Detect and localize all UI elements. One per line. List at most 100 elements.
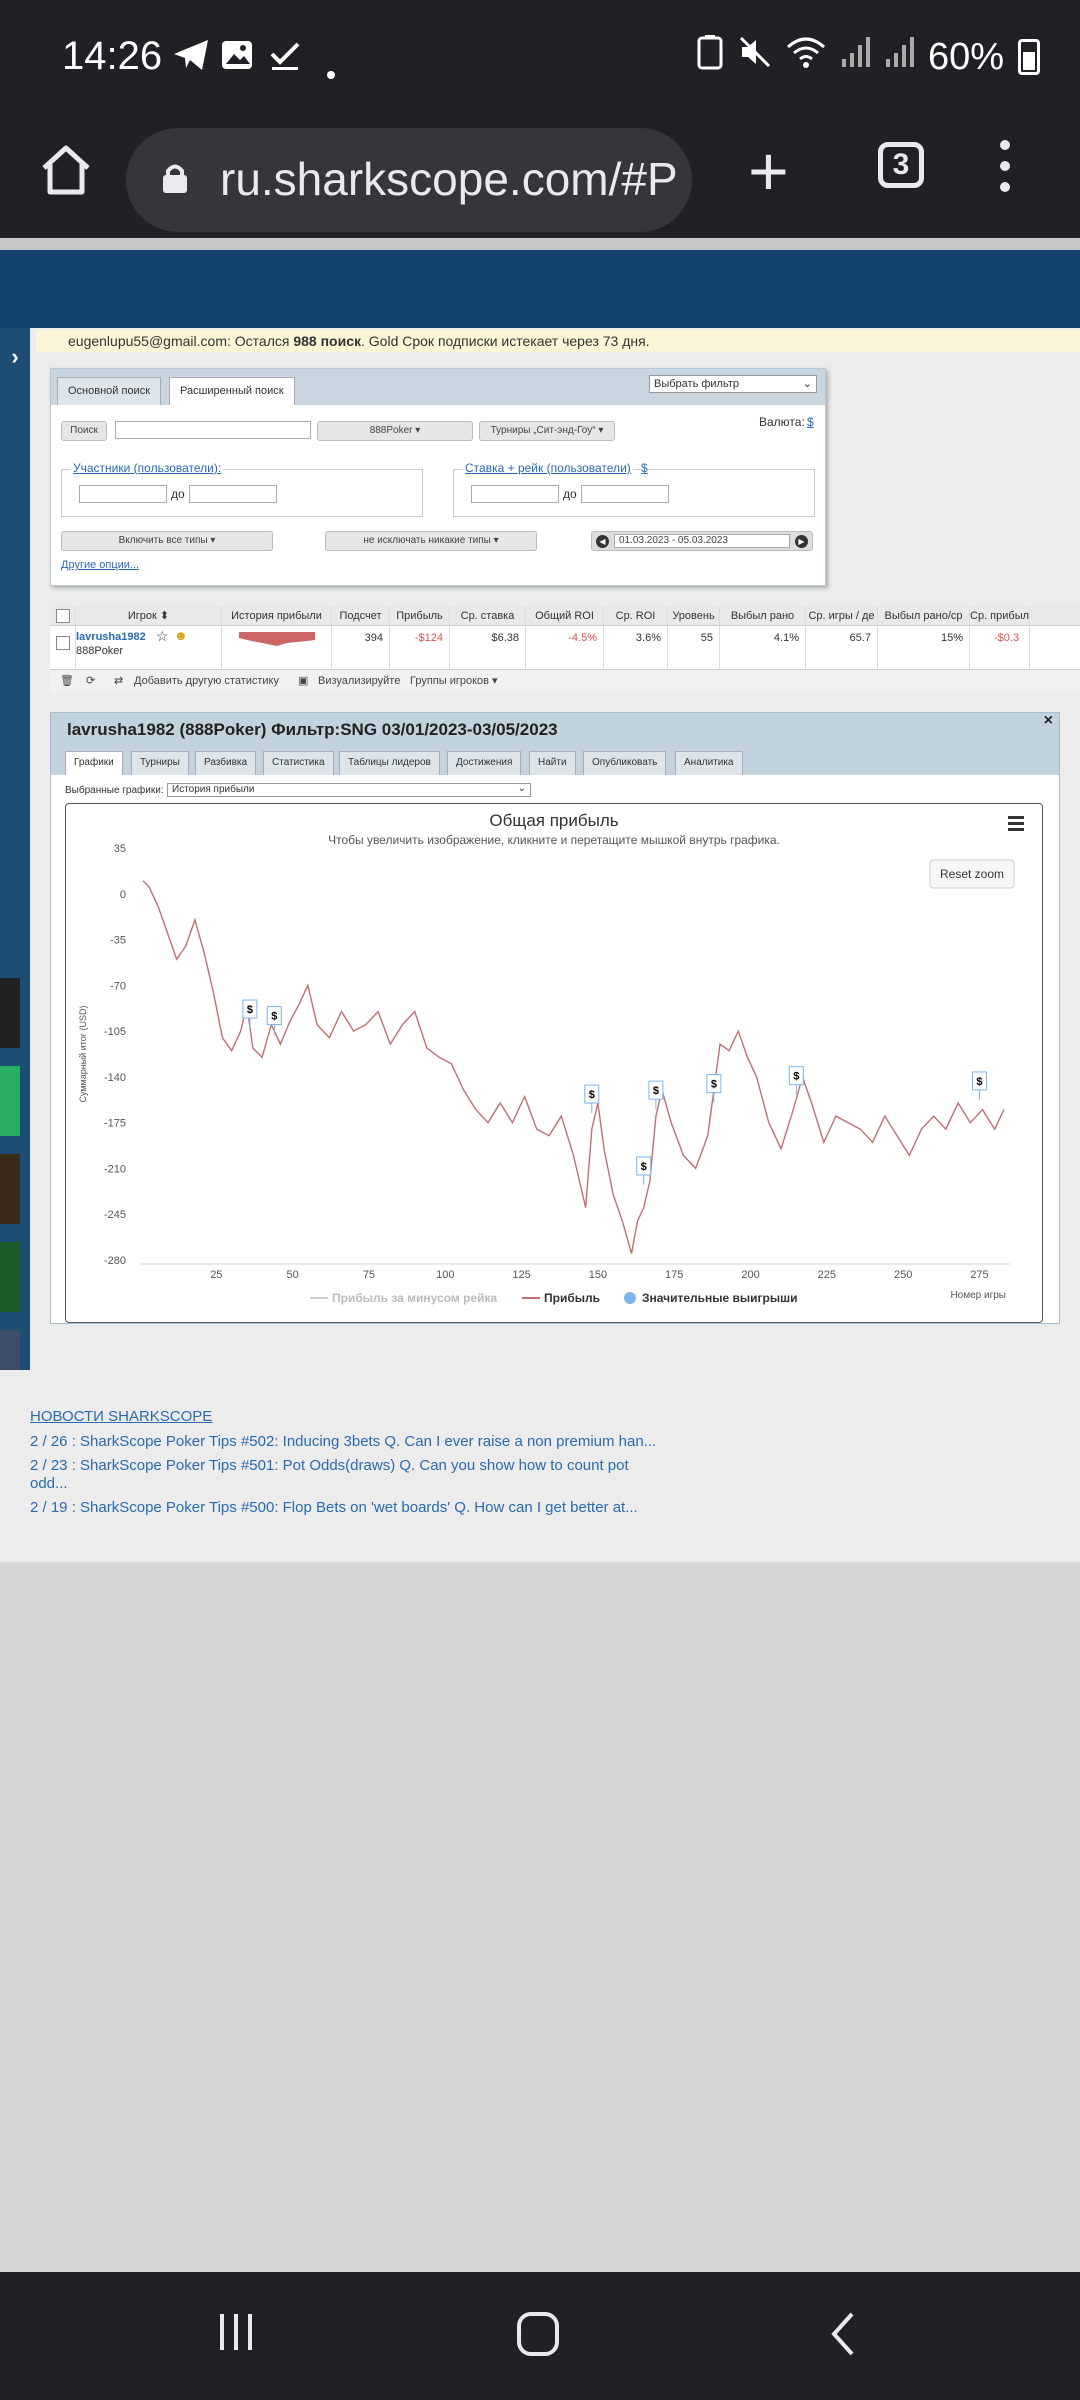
recent-apps-button[interactable] [214,2310,258,2359]
player-groups-menu[interactable]: Группы игроков ▾ [410,675,498,687]
star-icon[interactable]: ☆ [156,628,169,644]
stake-max-input[interactable] [581,485,669,503]
col-avg-roi[interactable]: Ср. ROI [604,606,668,625]
big-win-flag[interactable]: $ [242,999,258,1029]
visualize-icon: ▣ [298,675,309,687]
participants-max-input[interactable] [189,485,277,503]
profit-chart[interactable]: Общая прибыль Чтобы увеличить изображени… [65,803,1043,1323]
include-types-select[interactable]: Включить все типы ▾ [61,531,273,551]
legend-profit-label[interactable]: Прибыль [544,1291,600,1305]
big-win-flag[interactable]: $ [971,1071,987,1100]
exclude-types-select[interactable]: не исключать никакие типы ▾ [325,531,537,551]
network-select-label: 888Poker [369,425,413,436]
avg-roi-cell: 3.6% [604,626,668,669]
tab-analytics[interactable]: Аналитика [675,751,743,775]
tab-advanced-search[interactable]: Расширенный поиск [169,377,295,405]
col-player[interactable]: Игрок ⬍ [76,606,222,625]
expand-rail-icon[interactable]: › [11,344,19,369]
date-range-control[interactable]: ◀ 01.03.2023 - 05.03.2023 ▶ [591,531,813,551]
x-axis-label: Номер игры [950,1290,1006,1301]
tab-leaderboards[interactable]: Таблицы лидеров [339,751,440,775]
profit-history-sparkline[interactable] [222,626,332,669]
search-panel: Основной поиск Расширенный поиск Выбрать… [50,368,826,586]
tab-breakdown[interactable]: Разбивка [195,751,257,775]
chart-menu-icon[interactable] [1008,816,1024,831]
add-stat-link[interactable]: Добавить другую статистику [134,675,279,687]
tab-find[interactable]: Найти [529,751,576,775]
stake-currency-link[interactable]: $ [641,461,648,475]
participants-link[interactable]: Участники (пользователи): [71,461,224,475]
col-count[interactable]: Подсчет [332,606,390,625]
col-early-out-avg[interactable]: Выбыл рано/ср [878,606,970,625]
left-rail: › [0,328,30,1488]
news-title-link[interactable]: НОВОСТИ SHARKSCOPE [30,1408,213,1425]
url-bar[interactable]: ru.sharkscope.com/#P [126,128,692,232]
big-win-label: $ [711,1079,717,1091]
date-prev-icon[interactable]: ◀ [596,535,609,548]
big-win-flag[interactable]: $ [266,1006,282,1035]
site-header [0,250,1080,328]
include-types-label: Включить все типы [118,535,208,546]
col-avg-games[interactable]: Ср. игры / де [806,606,878,625]
col-profit[interactable]: Прибыль [390,606,450,625]
tab-switcher-button[interactable]: 3 [878,142,924,188]
tab-basic-search[interactable]: Основной поиск [57,377,162,405]
col-early-out[interactable]: Выбыл рано [720,606,806,625]
col-avg-profit[interactable]: Ср. прибыль [970,606,1030,625]
refresh-icon[interactable]: ⟳ [86,675,96,687]
currency-link[interactable]: $ [807,415,814,429]
home-button[interactable] [36,140,96,200]
y-tick-label: -210 [104,1163,126,1175]
status-bar: 14:26 60% [0,0,1080,118]
tab-tournaments[interactable]: Турниры [131,751,189,775]
other-options-link[interactable]: Другие опции... [61,559,140,571]
news-item-2[interactable]: 2 / 23 : SharkScope Poker Tips #501: Pot… [30,1457,629,1492]
legend-big-wins-label[interactable]: Значительные выигрыши [642,1291,798,1305]
search-button[interactable]: Поиск [61,421,107,441]
stake-fieldset [453,469,815,517]
new-tab-button[interactable]: + [748,132,789,210]
select-all-checkbox[interactable] [55,609,70,624]
selected-chart-select[interactable]: История прибыли ⌄ [167,783,531,797]
news-item-3[interactable]: 2 / 19 : SharkScope Poker Tips #500: Flo… [30,1499,638,1516]
date-next-icon[interactable]: ▶ [795,535,808,548]
participants-min-input[interactable] [79,485,167,503]
row-checkbox[interactable] [55,636,70,651]
tab-achievements[interactable]: Достижения [447,751,522,775]
tab-charts[interactable]: Графики [65,751,123,775]
news-item-1[interactable]: 2 / 26 : SharkScope Poker Tips #502: Ind… [30,1433,657,1450]
trash-icon[interactable]: 🗑 [60,675,74,687]
battery-percent: 60% [927,35,1004,78]
player-search-input[interactable] [115,421,311,439]
col-profit-history[interactable]: История прибыли [222,606,332,625]
browser-menu-button[interactable] [998,140,1012,200]
big-win-flag[interactable]: $ [648,1080,664,1110]
legend-rake-label[interactable]: Прибыль за минусом рейка [332,1291,497,1305]
stake-min-input[interactable] [471,485,559,503]
y-tick-label: -245 [104,1209,126,1221]
y-tick-label: -105 [104,1026,126,1038]
stake-link[interactable]: Ставка + рейк (пользователи) [463,461,633,475]
close-icon[interactable]: × [1043,712,1053,729]
network-select[interactable]: 888Poker ▾ [317,421,473,441]
reset-zoom-button[interactable]: Reset zoom [929,859,1015,889]
tab-publish[interactable]: Опубликовать [583,751,667,775]
col-avg-stake[interactable]: Ср. ставка [450,606,526,625]
col-total-roi[interactable]: Общий ROI [526,606,604,625]
tab-statistics[interactable]: Статистика [263,751,334,775]
big-win-flag[interactable]: $ [706,1074,722,1103]
badge-icon: ☻ [174,628,188,643]
date-range-input[interactable]: 01.03.2023 - 05.03.2023 [614,534,790,548]
player-name-link[interactable]: lavrusha1982 [76,631,146,643]
tournament-type-select[interactable]: Турниры „Сит-энд-Гоу“ ▾ [479,421,615,441]
big-win-flag[interactable]: $ [584,1084,600,1114]
big-win-flag[interactable]: $ [636,1156,652,1185]
col-level[interactable]: Уровень [668,606,720,625]
visualize-link[interactable]: Визуализируйте [318,675,401,687]
chart-svg[interactable]: Общая прибыль Чтобы увеличить изображени… [66,804,1042,1322]
filter-select[interactable]: Выбрать фильтр ⌄ [649,375,817,393]
home-nav-button[interactable] [516,2310,560,2363]
back-button[interactable] [826,2310,860,2363]
big-win-flag[interactable]: $ [788,1066,804,1095]
home-icon [42,145,90,195]
